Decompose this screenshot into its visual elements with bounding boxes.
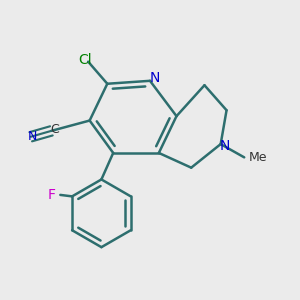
Text: C: C bbox=[50, 123, 59, 136]
Text: F: F bbox=[47, 188, 56, 202]
Text: N: N bbox=[220, 139, 230, 153]
Text: N: N bbox=[28, 130, 37, 143]
Text: Cl: Cl bbox=[78, 53, 92, 67]
Text: N: N bbox=[149, 71, 160, 85]
Text: Me: Me bbox=[249, 151, 267, 164]
